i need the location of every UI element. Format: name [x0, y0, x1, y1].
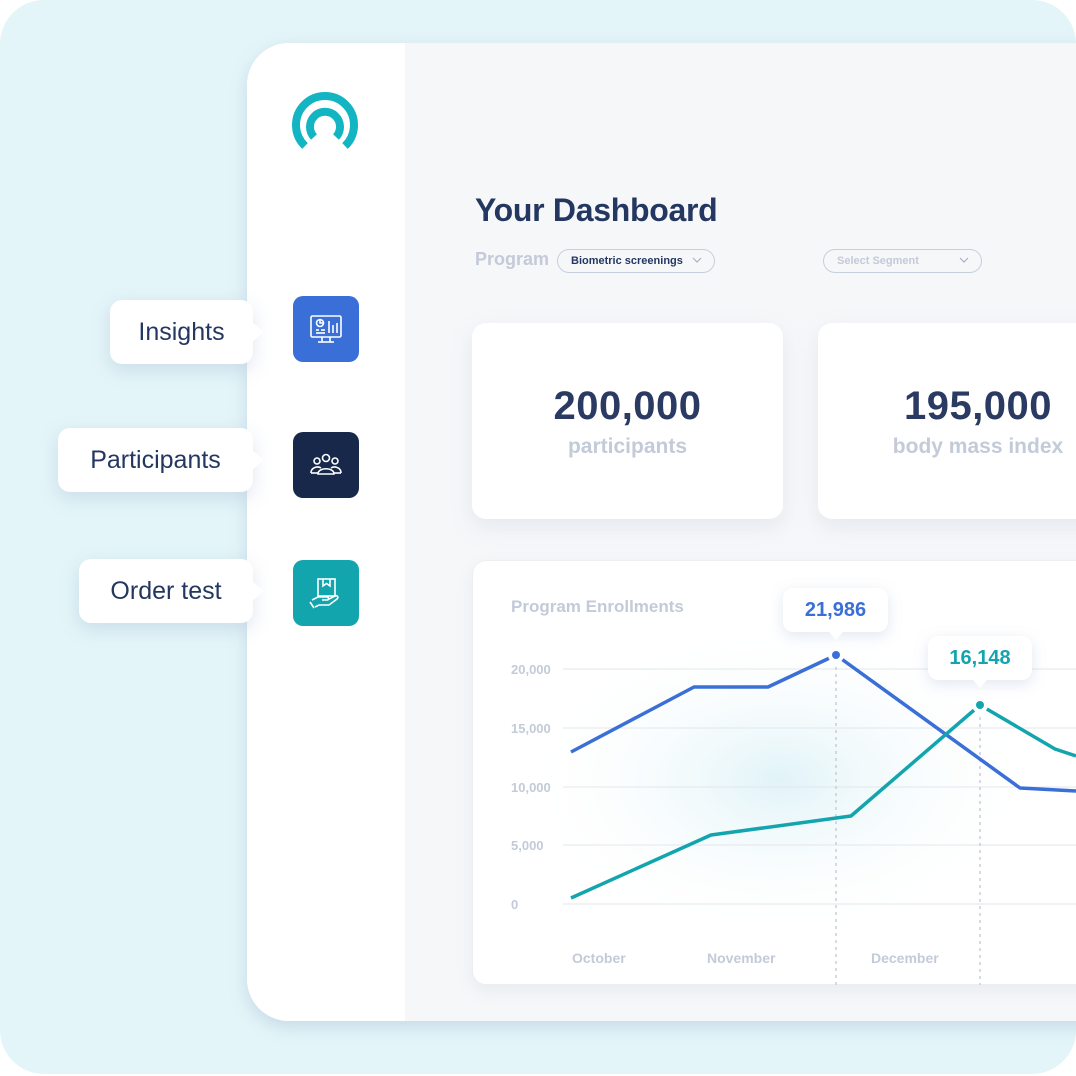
chart-card: [472, 560, 1076, 985]
stat-label: body mass index: [892, 434, 1064, 458]
segment-select-placeholder: Select Segment: [837, 255, 919, 267]
monitor-chart-icon: [310, 315, 342, 343]
x-tick: December: [871, 950, 939, 966]
program-select-value: Biometric screenings: [571, 255, 683, 267]
logo-icon: [292, 92, 358, 149]
x-tick: October: [572, 950, 626, 966]
stat-card-bmi: 195,000 body mass index: [818, 323, 1076, 519]
sidebar-item-insights[interactable]: [293, 296, 359, 362]
hand-package-icon: [309, 578, 339, 609]
y-tick: 5,000: [511, 838, 544, 853]
program-label: Program: [475, 249, 550, 269]
chart-title: Program Enrollments: [511, 597, 684, 616]
x-tick: November: [707, 950, 776, 966]
y-tick: 0: [511, 897, 519, 912]
tooltip-participants: Participants: [58, 428, 264, 492]
program-select[interactable]: Biometric screenings: [557, 249, 715, 273]
y-tick: 20,000: [511, 662, 551, 677]
callout-teal-peak: 16,148: [928, 636, 1032, 688]
y-tick: 10,000: [511, 780, 551, 795]
stat-value: 200,000: [553, 383, 702, 428]
group-people-icon: [310, 453, 342, 475]
callout-blue-peak: 21,986: [783, 588, 888, 640]
sidebar: [247, 43, 405, 1021]
stat-label: participants: [567, 434, 688, 458]
stat-card-participants: 200,000 participants: [472, 323, 783, 519]
y-tick: 15,000: [511, 721, 551, 736]
sidebar-item-participants[interactable]: [293, 432, 359, 498]
chevron-down-icon: [959, 257, 969, 263]
sidebar-item-order-test[interactable]: [293, 560, 359, 626]
chevron-down-icon: [692, 257, 702, 263]
segment-select[interactable]: Select Segment: [823, 249, 982, 273]
tooltip-order-test: Order test: [79, 559, 264, 623]
stat-value: 195,000: [903, 383, 1053, 428]
tooltip-insights: Insights: [110, 300, 264, 364]
page-title: Your Dashboard: [475, 192, 718, 228]
